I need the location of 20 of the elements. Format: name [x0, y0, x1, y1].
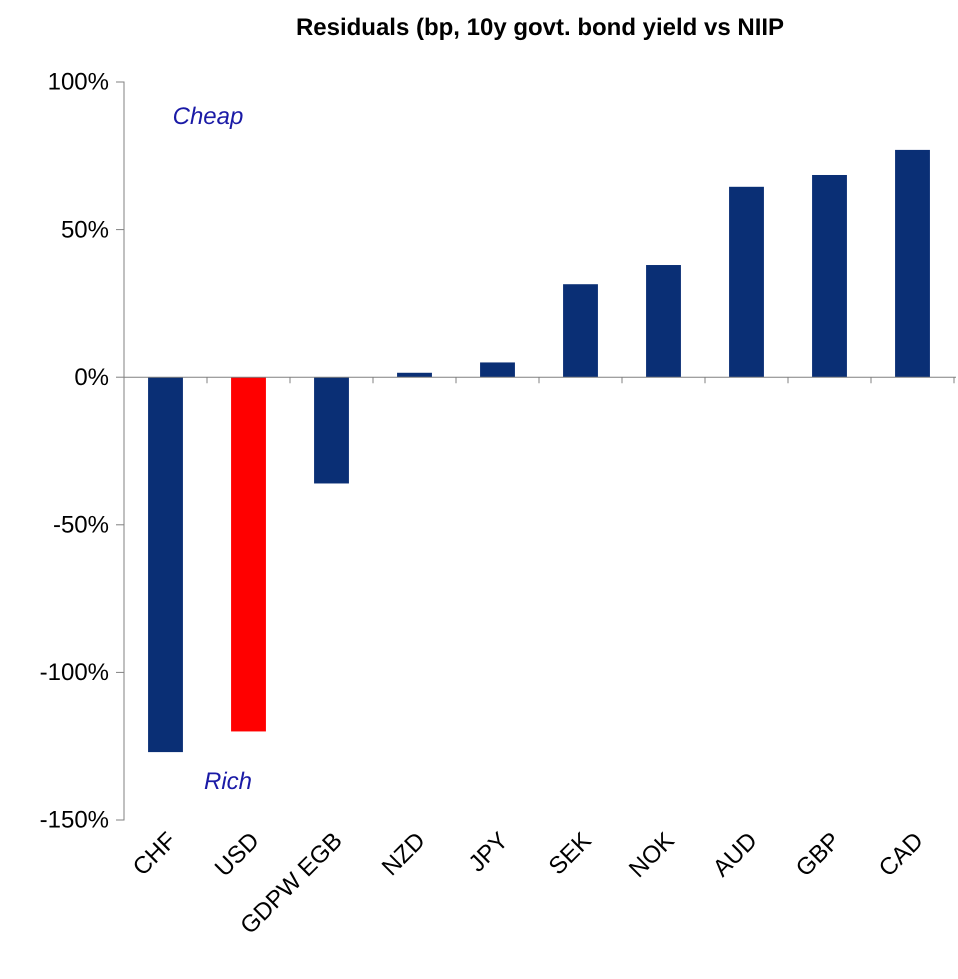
- x-tick-label: CAD: [874, 827, 929, 882]
- x-tick-label: JPY: [464, 827, 514, 878]
- chart-title: Residuals (bp, 10y govt. bond yield vs NIIP: [296, 14, 784, 41]
- y-tick-label: 0%: [74, 364, 109, 391]
- bar: [729, 186, 764, 378]
- y-tick-label: -150%: [40, 806, 109, 834]
- y-tick-label: -50%: [52, 511, 109, 538]
- annotation: Cheap: [172, 103, 244, 130]
- bar: [148, 377, 183, 752]
- y-tick-label: 100%: [48, 68, 109, 96]
- bar: [314, 377, 349, 484]
- y-tick-label: -100%: [40, 659, 109, 686]
- bar: [646, 265, 681, 378]
- bar: [231, 377, 266, 732]
- annotation: Rich: [204, 768, 252, 795]
- y-tick-label: 50%: [60, 216, 109, 244]
- bar: [480, 362, 515, 378]
- bar: [563, 284, 598, 378]
- bar: [812, 174, 847, 378]
- bar: [895, 150, 930, 378]
